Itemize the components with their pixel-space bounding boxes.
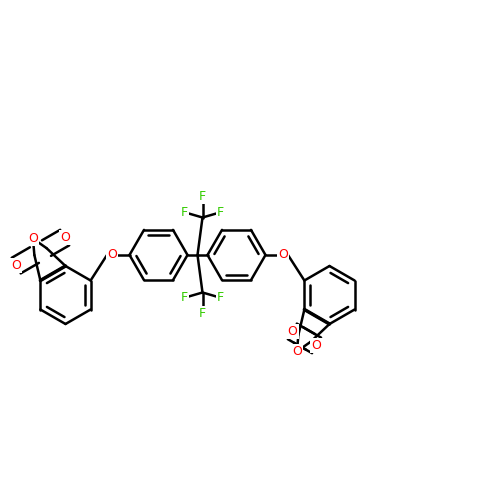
- Text: O: O: [292, 345, 302, 358]
- Text: O: O: [278, 248, 288, 262]
- Text: O: O: [12, 259, 21, 272]
- Text: F: F: [217, 291, 224, 304]
- Text: O: O: [107, 248, 117, 262]
- Text: O: O: [312, 339, 322, 352]
- Text: O: O: [288, 325, 298, 338]
- Text: F: F: [199, 190, 206, 203]
- Text: F: F: [217, 206, 224, 219]
- Text: O: O: [28, 232, 38, 245]
- Text: F: F: [181, 206, 188, 219]
- Text: F: F: [181, 291, 188, 304]
- Text: F: F: [199, 307, 206, 320]
- Text: O: O: [60, 231, 70, 244]
